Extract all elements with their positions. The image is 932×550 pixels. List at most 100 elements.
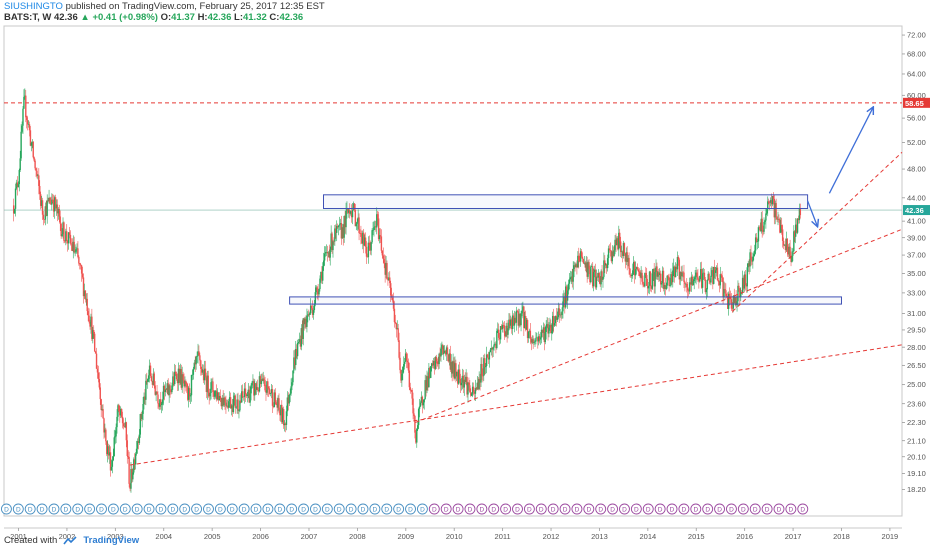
tradingview-logo-icon bbox=[63, 536, 77, 545]
candle-body bbox=[703, 272, 706, 280]
candle-body bbox=[377, 218, 380, 240]
candle-body bbox=[781, 229, 784, 241]
dividend-marker-label: D bbox=[479, 507, 484, 514]
candle-body bbox=[668, 276, 670, 286]
candle-body bbox=[257, 389, 260, 392]
candle-body bbox=[355, 223, 357, 227]
author-name[interactable]: SIUSHINGTO bbox=[4, 1, 63, 12]
candle-body bbox=[421, 396, 424, 406]
candle-body bbox=[99, 387, 101, 400]
candle-body bbox=[264, 380, 266, 391]
candle-body bbox=[263, 378, 265, 381]
resistance-price-label: 58.65 bbox=[905, 99, 924, 108]
candle-body bbox=[272, 405, 275, 407]
candle-body bbox=[445, 347, 448, 355]
candle-body bbox=[749, 252, 751, 267]
dividend-marker-icon bbox=[345, 503, 357, 515]
dividend-marker-icon bbox=[262, 503, 274, 515]
candle-body bbox=[246, 394, 249, 397]
candle-body bbox=[651, 273, 654, 289]
y-tick-label: 41.00 bbox=[907, 217, 926, 226]
candle-body bbox=[735, 297, 737, 305]
lower-support-zone bbox=[289, 296, 842, 305]
candle-body bbox=[172, 376, 174, 386]
candle-body bbox=[602, 276, 604, 280]
candle-body bbox=[567, 283, 570, 291]
candle-body bbox=[362, 232, 364, 244]
candle-body bbox=[367, 242, 370, 258]
dividend-marker-label: D bbox=[16, 507, 21, 514]
dividend-marker-icon bbox=[214, 503, 226, 515]
dividend-marker-label: D bbox=[99, 507, 104, 514]
candle-body bbox=[444, 350, 446, 353]
candle-body bbox=[752, 256, 754, 262]
candle-body bbox=[215, 390, 218, 400]
candle-body bbox=[319, 278, 321, 290]
candle-body bbox=[284, 423, 287, 425]
dividend-marker-label: D bbox=[765, 507, 770, 514]
dividend-marker-label: D bbox=[693, 507, 698, 514]
dividend-marker-label: D bbox=[753, 507, 758, 514]
candle-body bbox=[662, 270, 665, 289]
y-tick-label: 19.10 bbox=[907, 469, 926, 478]
candle-body bbox=[744, 274, 747, 286]
candle-body bbox=[596, 276, 599, 278]
candle-body bbox=[285, 411, 288, 425]
candle-body bbox=[26, 117, 28, 121]
candle-body bbox=[43, 219, 46, 220]
candle-body bbox=[724, 289, 726, 291]
candle-body bbox=[411, 390, 413, 399]
candle-body bbox=[167, 383, 169, 396]
dividend-marker-icon bbox=[773, 503, 785, 515]
candle-body bbox=[162, 385, 165, 400]
dividend-marker-icon bbox=[583, 503, 595, 515]
candle-body bbox=[276, 404, 278, 408]
candle-body bbox=[408, 370, 411, 388]
candle-body bbox=[465, 376, 467, 383]
dividend-marker-icon bbox=[595, 503, 607, 515]
dividend-marker-icon bbox=[452, 503, 464, 515]
candle-body bbox=[106, 441, 108, 455]
candle-body bbox=[740, 291, 742, 298]
candle-body bbox=[556, 317, 559, 320]
candle-body bbox=[108, 452, 111, 456]
candle-body bbox=[759, 227, 762, 232]
candle-body bbox=[28, 124, 31, 131]
candle-body bbox=[138, 434, 141, 443]
candle-body bbox=[522, 306, 524, 311]
tradingview-brand[interactable]: TradingView bbox=[83, 535, 140, 546]
candle-body bbox=[765, 213, 767, 221]
y-tick-label: 26.50 bbox=[907, 361, 926, 370]
candle-body bbox=[565, 286, 568, 301]
high-value: 42.36 bbox=[207, 12, 232, 23]
candle-body bbox=[173, 376, 175, 385]
y-tick-label: 23.60 bbox=[907, 399, 926, 408]
candle-body bbox=[542, 327, 545, 333]
candle-body bbox=[734, 297, 736, 304]
candle-body bbox=[45, 206, 47, 216]
candle-body bbox=[725, 290, 727, 297]
candle-body bbox=[562, 301, 564, 312]
candle-body bbox=[539, 337, 542, 340]
candle-body bbox=[549, 324, 551, 328]
candle-body bbox=[511, 319, 513, 330]
candle-body bbox=[137, 441, 140, 443]
candle-body bbox=[95, 353, 98, 369]
candle-body bbox=[227, 405, 229, 408]
candle-body bbox=[92, 330, 94, 339]
candle-body bbox=[345, 210, 347, 228]
candle-body bbox=[433, 360, 436, 369]
dividend-marker-label: D bbox=[313, 507, 318, 514]
candle-body bbox=[618, 232, 620, 250]
candle-body bbox=[399, 357, 401, 371]
candle-body bbox=[111, 460, 114, 467]
dividend-marker-icon bbox=[654, 503, 666, 515]
candle-body bbox=[785, 238, 788, 251]
candle-body bbox=[228, 401, 230, 408]
candle-body bbox=[589, 269, 591, 283]
candle-body bbox=[22, 108, 24, 126]
candle-body bbox=[449, 353, 452, 370]
candle-body bbox=[132, 472, 134, 480]
dividend-marker-label: D bbox=[254, 507, 259, 514]
